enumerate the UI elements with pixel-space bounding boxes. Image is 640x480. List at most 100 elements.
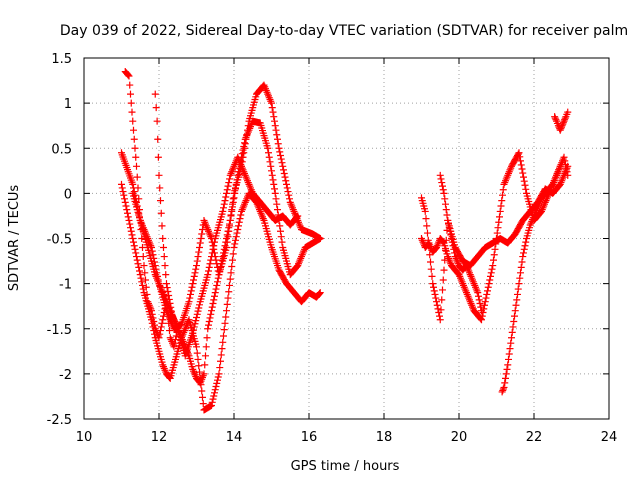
data-point [119, 188, 127, 196]
data-point [217, 351, 225, 359]
data-point [502, 374, 509, 382]
data-point [474, 289, 482, 297]
data-point [501, 379, 509, 387]
data-point [478, 316, 485, 324]
data-point [442, 246, 449, 254]
data-point [439, 182, 446, 190]
data-point [267, 162, 275, 170]
data-point [558, 122, 566, 130]
data-point [126, 81, 134, 89]
data-point [508, 328, 516, 336]
data-point [211, 389, 218, 397]
data-point [151, 330, 158, 338]
data-point [210, 392, 218, 400]
data-point [156, 184, 164, 192]
data-point [149, 251, 157, 259]
data-point [316, 289, 324, 297]
data-point [426, 251, 434, 259]
data-point [139, 253, 147, 261]
data-point [227, 269, 235, 277]
data-point [157, 209, 165, 217]
data-point [271, 185, 278, 193]
data-point [165, 291, 173, 299]
data-point [244, 126, 251, 134]
data-point [225, 227, 233, 235]
data-point [511, 307, 519, 315]
data-point [499, 191, 506, 199]
data-point [133, 253, 140, 261]
series-arc-10 [551, 108, 572, 134]
data-point [152, 104, 160, 112]
data-point [272, 126, 280, 134]
data-point [223, 189, 230, 197]
data-point [206, 314, 214, 322]
data-point [516, 274, 524, 282]
data-point [198, 387, 206, 395]
data-point [442, 206, 450, 214]
data-point [423, 222, 431, 230]
data-point [170, 343, 178, 351]
data-point [173, 323, 181, 331]
data-point [136, 267, 143, 275]
data-point [279, 162, 287, 170]
data-point [559, 119, 567, 127]
data-point [519, 169, 527, 177]
data-point [208, 401, 215, 409]
data-point [436, 316, 444, 324]
data-point [438, 179, 446, 187]
data-point [188, 283, 196, 291]
data-point [443, 211, 451, 219]
data-point [223, 300, 231, 308]
x-tick-labels: 10 12 14 16 18 20 22 24 [76, 430, 618, 445]
data-point [233, 229, 241, 237]
data-point [269, 108, 277, 116]
data-point [561, 114, 569, 122]
data-point [191, 269, 199, 277]
data-point [475, 292, 482, 300]
data-point [274, 206, 281, 214]
data-point [505, 355, 512, 363]
data-point [187, 287, 195, 295]
data-point [504, 361, 512, 369]
data-point [220, 326, 228, 334]
data-point [227, 211, 235, 219]
chart-title: Day 039 of 2022, Sidereal Day-to-day VTE… [60, 23, 628, 39]
data-point [130, 126, 137, 134]
data-point [499, 186, 507, 194]
data-point [451, 249, 458, 257]
data-point [199, 400, 207, 408]
data-point [208, 249, 216, 257]
data-point [498, 388, 506, 396]
data-point [123, 206, 131, 214]
data-point [502, 370, 510, 378]
data-point [130, 242, 138, 250]
data-point [274, 140, 282, 148]
data-point [174, 325, 182, 333]
data-point [512, 301, 520, 309]
data-point [229, 250, 237, 258]
data-point [278, 238, 286, 246]
data-point [214, 376, 221, 384]
data-point [509, 323, 517, 331]
data-point [241, 144, 248, 152]
data-point [430, 283, 437, 291]
data-point [517, 263, 525, 271]
data-point [450, 245, 458, 253]
data-point [264, 144, 272, 152]
data-point [226, 216, 234, 224]
data-point [437, 306, 445, 314]
series-arc-8 [436, 171, 485, 315]
data-point [294, 212, 302, 220]
data-point [232, 236, 239, 244]
data-point [195, 304, 203, 312]
data-point [511, 312, 518, 320]
x-tick-label: 24 [601, 430, 618, 445]
data-point [491, 245, 499, 253]
data-point [485, 280, 493, 288]
data-point [157, 197, 164, 205]
data-point [482, 294, 490, 302]
data-point [499, 386, 507, 394]
data-point [202, 352, 209, 360]
series-arc-7 [418, 162, 572, 324]
data-point [136, 271, 144, 279]
